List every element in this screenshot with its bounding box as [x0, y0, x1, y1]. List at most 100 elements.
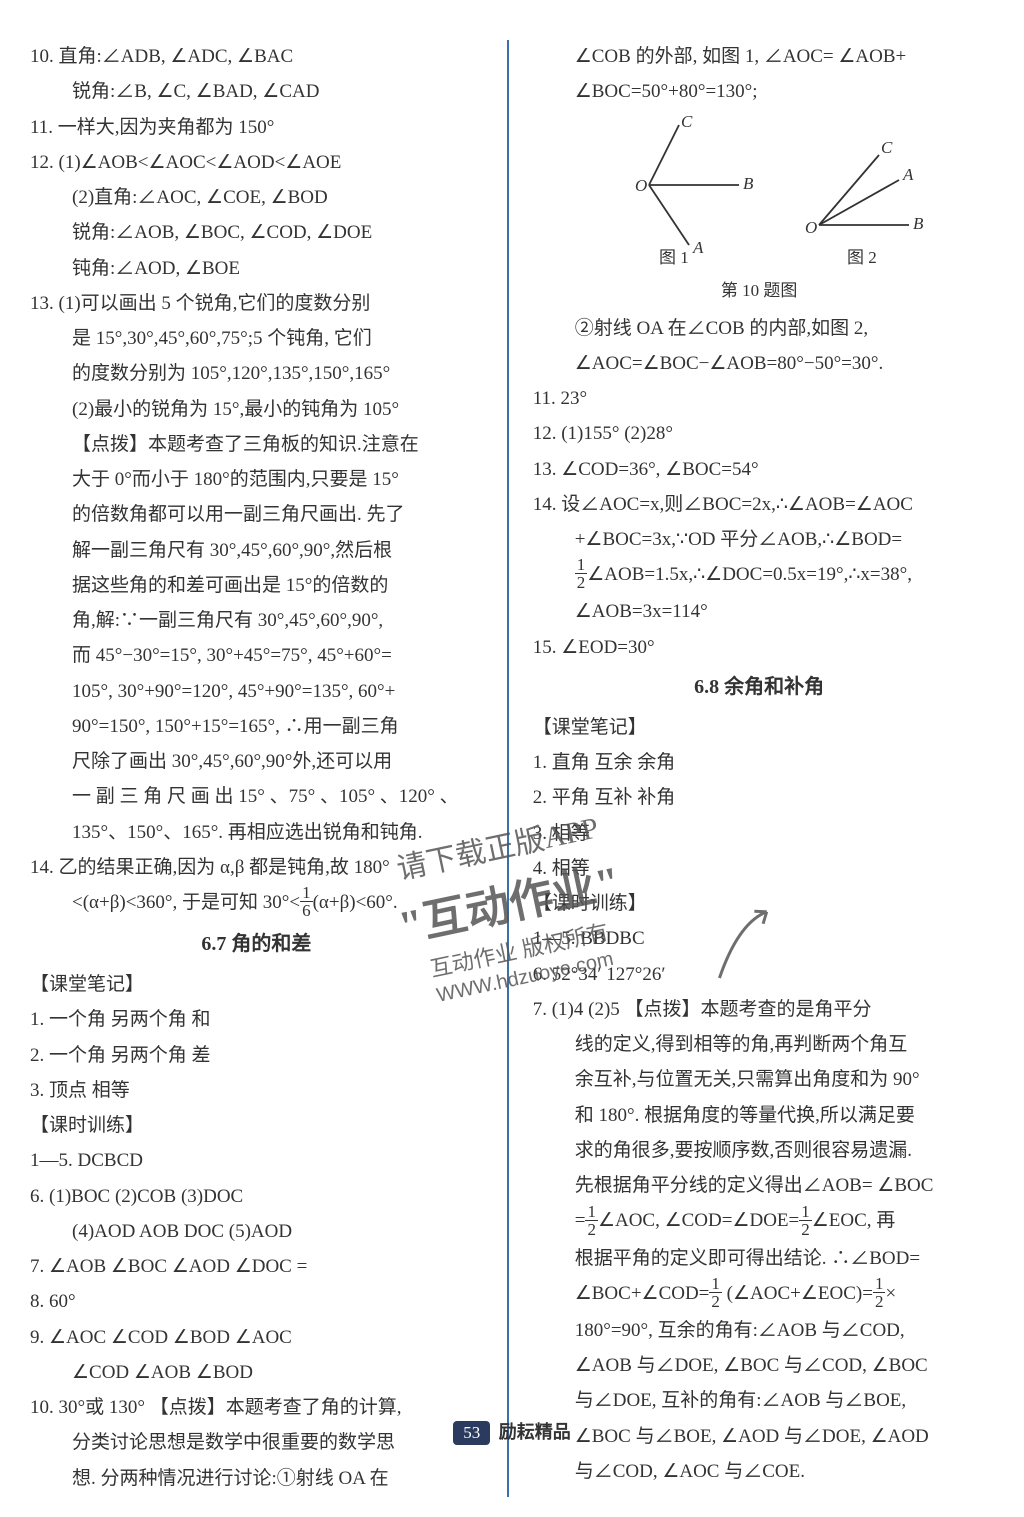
answer-10a: 10. 直角:∠ADB, ∠ADC, ∠BAC — [30, 40, 483, 73]
answer-13f: 大于 0°而小于 180°的范围内,只要是 15° — [30, 463, 483, 496]
train-10c: 想. 分两种情况进行讨论:①射线 OA 在 — [30, 1462, 483, 1495]
train-1-5: 1—5. DCBCD — [30, 1144, 483, 1177]
svg-text:C: C — [881, 138, 893, 157]
answer-12a: 12. (1)∠AOB<∠AOC<∠AOD<∠AOE — [30, 146, 483, 179]
answer-13p: 135°、150°、165°. 再相应选出锐角和钝角. — [30, 816, 483, 849]
answer-14b-pre: <(α+β)<360°, 于是可知 30°< — [72, 892, 300, 913]
answer-11r: 11. 23° — [533, 382, 986, 415]
answer-10-cont-b: ∠BOC=50°+80°=130°; — [533, 75, 986, 108]
answer-12c: 锐角:∠AOB, ∠BOC, ∠COD, ∠DOE — [30, 216, 483, 249]
answer-12r: 12. (1)155° (2)28° — [533, 417, 986, 450]
answer-13b: 是 15°,30°,45°,60°,75°;5 个钝角, 它们 — [30, 322, 483, 355]
answer-14ra: 14. 设∠AOC=x,则∠BOC=2x,∴∠AOB=∠AOC — [533, 488, 986, 521]
answer-10-cont-d: ∠AOC=∠BOC−∠AOB=80°−50°=30°. — [533, 347, 986, 380]
answer-13d: (2)最小的锐角为 15°,最小的钝角为 105° — [30, 393, 483, 426]
section-6-8-title: 6.8 余角和补角 — [533, 670, 986, 705]
fraction-1-2d: 12 — [709, 1275, 722, 1310]
answer-14a: 14. 乙的结果正确,因为 α,β 都是钝角,故 180° — [30, 851, 483, 884]
answer-12b: (2)直角:∠AOC, ∠COE, ∠BOD — [30, 181, 483, 214]
figure-q10: C O B A 图 1 C A O B 图 2 第 10 题图 — [533, 115, 986, 306]
fraction-1-2b: 12 — [585, 1203, 598, 1238]
rtrain-7n: 与∠COD, ∠AOC 与∠COE. — [533, 1455, 986, 1488]
fraction-1-6: 16 — [300, 884, 313, 919]
train-7: 7. ∠AOB ∠BOC ∠AOD ∠DOC = — [30, 1250, 483, 1283]
figure-caption: 第 10 题图 — [533, 276, 986, 306]
rtrain-1-5: 1—5. BBDBC — [533, 922, 986, 955]
answer-13a: 13. (1)可以画出 5 个锐角,它们的度数分别 — [30, 287, 483, 320]
rtrain-7c: 余互补,与位置无关,只需算出角度和为 90° — [533, 1063, 986, 1096]
rtrain-7l: 与∠DOE, 互补的角有:∠AOB 与∠BOE, — [533, 1384, 986, 1417]
answer-13r: 13. ∠COD=36°, ∠BOC=54° — [533, 453, 986, 486]
fraction-1-2c: 12 — [799, 1203, 812, 1238]
answer-13n: 尺除了画出 30°,45°,60°,90°外,还可以用 — [30, 745, 483, 778]
svg-text:C: C — [681, 115, 693, 131]
section-6-7-title: 6.7 角的和差 — [30, 927, 483, 962]
page-footer: 53 励耘精品 — [0, 1418, 1024, 1445]
training-label-2: 【课时训练】 — [533, 887, 986, 920]
page-number-badge: 53 — [453, 1421, 490, 1445]
training-label-1: 【课时训练】 — [30, 1109, 483, 1142]
note-2: 2. 一个角 另两个角 差 — [30, 1039, 483, 1072]
answer-14rc-mid: ∠AOB=1.5x,∴∠DOC=0.5x=19°,∴x=38°, — [587, 564, 912, 585]
train-6a: 6. (1)BOC (2)COB (3)DOC — [30, 1180, 483, 1213]
answer-13m: 90°=150°, 150°+15°=165°, ∴用一副三角 — [30, 710, 483, 743]
class-notes-label-2: 【课堂笔记】 — [533, 711, 986, 744]
rtrain-7i-mid: (∠AOC+∠EOC)= — [722, 1283, 873, 1304]
answer-14b: <(α+β)<360°, 于是可知 30°<16(α+β)<60°. — [30, 886, 483, 921]
right-column: ∠COB 的外部, 如图 1, ∠AOC= ∠AOB+ ∠BOC=50°+80°… — [523, 40, 986, 1497]
rtrain-6: 6. 52°34′ 127°26′ — [533, 958, 986, 991]
train-9a: 9. ∠AOC ∠COD ∠BOD ∠AOC — [30, 1321, 483, 1354]
answer-10b: 锐角:∠B, ∠C, ∠BAD, ∠CAD — [30, 75, 483, 108]
rtrain-7f: 先根据角平分线的定义得出∠AOB= ∠BOC — [533, 1169, 986, 1202]
rtrain-7g-post: ∠EOC, 再 — [812, 1210, 896, 1231]
train-9b: ∠COD ∠AOB ∠BOD — [30, 1356, 483, 1389]
fig2-label: 图 2 — [847, 248, 877, 265]
rnote-2: 2. 平角 互补 补角 — [533, 781, 986, 814]
answer-13g: 的倍数角都可以用一副三角尺画出. 先了 — [30, 498, 483, 531]
rtrain-7b: 线的定义,得到相等的角,再判断两个角互 — [533, 1028, 986, 1061]
svg-text:A: A — [902, 165, 914, 184]
rnote-4: 4. 相等 — [533, 852, 986, 885]
answer-13l: 105°, 30°+90°=120°, 45°+90°=135°, 60°+ — [30, 675, 483, 708]
answer-15r: 15. ∠EOD=30° — [533, 631, 986, 664]
rtrain-7d: 和 180°. 根据角度的等量代换,所以满足要 — [533, 1099, 986, 1132]
answer-13e: 【点拨】本题考查了三角板的知识.注意在 — [30, 428, 483, 461]
rtrain-7g-mid: ∠AOC, ∠COD=∠DOE= — [598, 1210, 799, 1231]
rtrain-7j: 180°=90°, 互余的角有:∠AOB 与∠COD, — [533, 1314, 986, 1347]
svg-text:B: B — [913, 214, 924, 233]
rtrain-7g-pre: = — [575, 1210, 586, 1231]
answer-14rc: 12∠AOB=1.5x,∴∠DOC=0.5x=19°,∴x=38°, — [533, 558, 986, 593]
rtrain-7i-pre: ∠BOC+∠COD= — [575, 1283, 710, 1304]
answer-13i: 据这些角的和差可画出是 15°的倍数的 — [30, 569, 483, 602]
answer-13c: 的度数分别为 105°,120°,135°,150°,165° — [30, 357, 483, 390]
answer-11: 11. 一样大,因为夹角都为 150° — [30, 111, 483, 144]
footer-brand: 励耘精品 — [499, 1422, 571, 1442]
answer-13h: 解一副三角尺有 30°,45°,60°,90°,然后根 — [30, 534, 483, 567]
class-notes-label-1: 【课堂笔记】 — [30, 968, 483, 1001]
svg-text:O: O — [805, 218, 817, 237]
fraction-1-2a: 12 — [575, 556, 588, 591]
rtrain-7e: 求的角很多,要按顺序数,否则很容易遗漏. — [533, 1134, 986, 1167]
answer-14rd: ∠AOB=3x=114° — [533, 595, 986, 628]
answer-13o: 一 副 三 角 尺 画 出 15° 、75° 、105° 、120° 、 — [30, 780, 483, 813]
fig1-label: 图 1 — [659, 248, 689, 265]
answer-10-cont-a: ∠COB 的外部, 如图 1, ∠AOC= ∠AOB+ — [533, 40, 986, 73]
svg-text:B: B — [743, 174, 754, 193]
svg-text:O: O — [635, 176, 647, 195]
train-6b: (4)AOD AOB DOC (5)AOD — [30, 1215, 483, 1248]
fraction-1-2e: 12 — [873, 1275, 886, 1310]
answer-14b-post: (α+β)<60°. — [313, 892, 398, 913]
answer-12d: 钝角:∠AOD, ∠BOE — [30, 252, 483, 285]
rtrain-7k: ∠AOB 与∠DOE, ∠BOC 与∠COD, ∠BOC — [533, 1349, 986, 1382]
answer-14rb: +∠BOC=3x,∵OD 平分∠AOB,∴∠BOD= — [533, 523, 986, 556]
rtrain-7a: 7. (1)4 (2)5 【点拨】本题考查的是角平分 — [533, 993, 986, 1026]
answer-13k: 而 45°−30°=15°, 30°+45°=75°, 45°+60°= — [30, 639, 483, 672]
rtrain-7i-post: × — [885, 1283, 896, 1304]
column-divider — [507, 40, 509, 1497]
note-3: 3. 顶点 相等 — [30, 1074, 483, 1107]
answer-13j: 角,解:∵一副三角尺有 30°,45°,60°,90°, — [30, 604, 483, 637]
rtrain-7h: 根据平角的定义即可得出结论. ∴∠BOD= — [533, 1242, 986, 1275]
left-column: 10. 直角:∠ADB, ∠ADC, ∠BAC 锐角:∠B, ∠C, ∠BAD,… — [30, 40, 493, 1497]
rnote-3: 3. 相等 — [533, 817, 986, 850]
angle-diagram-svg: C O B A 图 1 C A O B 图 2 — [589, 115, 929, 265]
